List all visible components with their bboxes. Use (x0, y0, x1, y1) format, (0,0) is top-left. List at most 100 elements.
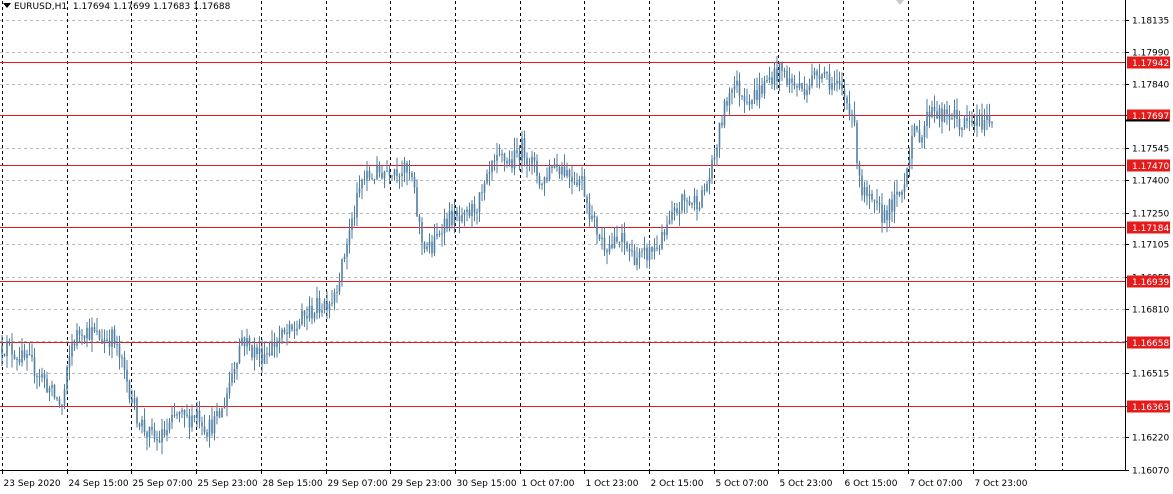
candle-body (636, 257, 638, 265)
candle-body (856, 122, 858, 164)
candle-body (181, 409, 183, 412)
candle-body (951, 118, 953, 120)
candle-body (76, 330, 78, 346)
candle-body (531, 156, 533, 165)
candle-body (566, 170, 568, 176)
candle-body (108, 341, 111, 347)
candle-body (908, 158, 911, 169)
candle-body (793, 82, 796, 87)
dropdown-arrow-icon[interactable] (3, 3, 11, 8)
candle-body (21, 350, 23, 363)
candle-body (96, 330, 98, 332)
candle-body (463, 212, 466, 215)
candle-body (576, 182, 578, 186)
candle-body (771, 77, 773, 85)
candle-body (831, 83, 833, 90)
candle-body (913, 126, 916, 136)
candle-body (956, 109, 958, 120)
candle-body (3, 353, 6, 356)
candle-body (208, 419, 211, 437)
candle-body (318, 298, 321, 313)
candle-body (506, 161, 508, 164)
candle-body (671, 211, 673, 221)
x-tick-label: 1 Oct 23:00 (586, 479, 639, 489)
candle-body (816, 71, 818, 76)
candle-body (86, 327, 88, 339)
candle-body (553, 163, 556, 168)
candle-body (931, 106, 933, 118)
x-tick-label: 29 Sep 23:00 (392, 479, 452, 489)
x-tick-label: 6 Oct 15:00 (845, 479, 898, 489)
candle-body (243, 337, 246, 347)
candle-body (16, 359, 18, 361)
candle-body (293, 329, 296, 331)
candle-body (968, 120, 971, 122)
candle-body (68, 356, 71, 368)
candle-body (101, 339, 103, 344)
candle-body (301, 310, 303, 325)
candle-body (731, 89, 733, 93)
candle-body (116, 343, 118, 345)
candle-body (478, 192, 481, 212)
candle-body (938, 108, 941, 119)
level-badge (1127, 221, 1170, 234)
candle-body (233, 368, 236, 374)
candle-body (133, 398, 136, 403)
candle-body (958, 119, 961, 130)
candle-body (401, 173, 403, 176)
candle-body (441, 233, 443, 235)
candle-body (321, 310, 323, 313)
candle-body (888, 199, 891, 221)
candle-body (191, 415, 193, 428)
chart-shift-icon[interactable] (896, 0, 904, 5)
candle-body (686, 200, 688, 202)
candle-body (53, 385, 56, 398)
y-tick-label: 1.16220 (1132, 434, 1169, 444)
candle-body (381, 172, 383, 179)
candle-body (586, 196, 588, 204)
candle-body (91, 327, 93, 340)
candle-body (308, 305, 311, 319)
x-tick-label: 25 Sep 07:00 (133, 479, 193, 489)
candle-body (408, 172, 411, 174)
candle-body (666, 224, 668, 235)
candle-body (58, 399, 61, 405)
candle-body (286, 332, 288, 334)
candle-body (331, 302, 333, 304)
candle-body (656, 247, 658, 249)
candle-body (786, 70, 788, 85)
candle-body (858, 163, 861, 176)
candle-body (596, 217, 598, 235)
candle-body (628, 248, 631, 252)
candle-body (131, 399, 133, 403)
candle-body (496, 154, 498, 161)
candle-body (61, 404, 63, 406)
candle-body (843, 89, 846, 98)
candle-body (941, 108, 943, 122)
y-tick-label: 1.16810 (1132, 306, 1169, 316)
candle-body (226, 393, 228, 407)
candle-body (673, 208, 676, 212)
candle-body (668, 220, 671, 225)
candle-body (726, 100, 728, 106)
candle-body (678, 210, 681, 214)
candle-body (391, 175, 393, 177)
candle-body (158, 440, 161, 443)
candle-body (121, 357, 123, 359)
candle-body (538, 175, 541, 185)
candle-body (213, 416, 216, 434)
candle-body (263, 354, 266, 364)
candle-body (663, 231, 666, 235)
level-badge (1127, 109, 1170, 122)
candle-body (598, 234, 601, 239)
candle-body (803, 88, 806, 96)
candle-body (323, 301, 326, 311)
candle-body (703, 190, 706, 192)
candle-body (758, 85, 761, 101)
level-price-badges: 1.17942 1.17697 1.17470 1.17184 1.16939 1.166… (1125, 56, 1170, 413)
candle-body (863, 187, 866, 196)
candle-body (653, 247, 656, 252)
candle-body (31, 354, 33, 358)
candle-body (383, 171, 386, 179)
